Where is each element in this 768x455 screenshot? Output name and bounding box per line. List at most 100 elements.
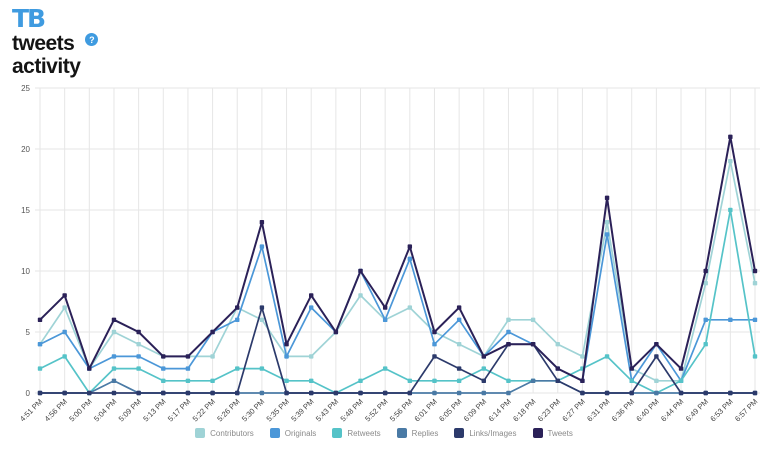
data-point-marker	[62, 293, 67, 298]
data-point-marker	[111, 329, 117, 335]
x-tick-label: 5:48 PM	[339, 397, 365, 423]
x-tick-label: 5:52 PM	[363, 397, 389, 423]
data-point-marker	[604, 232, 610, 237]
page-title-line2: activity	[12, 55, 81, 79]
data-point-marker	[407, 244, 413, 249]
data-point-marker	[432, 329, 437, 335]
y-axis-labels: 0 5 10 15 20 25	[21, 84, 30, 398]
legend-item-replies[interactable]: Replies	[396, 428, 439, 438]
data-point-marker	[210, 329, 215, 335]
data-point-marker	[703, 342, 708, 347]
legend-label: Contributors	[210, 428, 254, 438]
x-tick-label: 6:36 PM	[610, 397, 636, 423]
data-point-marker	[185, 390, 191, 396]
data-point-marker	[654, 342, 659, 347]
data-point-marker	[752, 268, 758, 274]
data-point-marker	[111, 390, 117, 396]
x-tick-label: 5:39 PM	[289, 397, 315, 423]
data-point-marker	[210, 378, 215, 383]
chart-legend: Contributors Originals Retweets Replies Link…	[0, 428, 768, 438]
header: TB tweets activity ?	[12, 4, 99, 79]
series-line	[40, 306, 755, 394]
data-point-marker	[456, 378, 462, 383]
x-tick-label: 6:44 PM	[659, 397, 685, 423]
x-tick-label: 5:00 PM	[67, 397, 93, 423]
x-tick-label: 6:01 PM	[413, 397, 439, 423]
data-point-marker	[506, 317, 511, 322]
legend-item-contributors[interactable]: Contributors	[195, 428, 254, 438]
data-point-marker	[456, 366, 462, 371]
data-point-marker	[654, 390, 659, 396]
data-point-marker	[62, 390, 67, 396]
data-point-marker	[752, 281, 758, 286]
data-point-marker	[752, 390, 758, 396]
data-point-marker	[555, 366, 560, 371]
data-point-marker	[37, 390, 43, 396]
data-point-marker	[382, 390, 388, 396]
x-tick-label: 5:09 PM	[117, 397, 143, 423]
data-point-marker	[37, 317, 43, 322]
legend-label: Originals	[284, 428, 317, 438]
data-point-marker	[284, 342, 289, 347]
data-point-marker	[309, 390, 314, 396]
legend-swatch	[532, 428, 543, 438]
legend-item-links-images[interactable]: Links/Images	[454, 428, 517, 438]
series-line	[39, 233, 755, 382]
data-point-marker	[259, 220, 265, 225]
data-point-marker	[580, 390, 585, 396]
data-point-marker	[161, 354, 166, 359]
x-tick-label: 6:40 PM	[634, 397, 660, 423]
x-tick-label: 5:13 PM	[141, 397, 167, 423]
data-point-marker	[111, 354, 117, 359]
data-point-marker	[506, 342, 511, 347]
data-point-marker	[161, 366, 166, 371]
data-point-marker	[728, 317, 733, 322]
data-point-marker	[703, 281, 708, 286]
series-tweets	[37, 134, 758, 383]
legend-item-tweets[interactable]: Tweets	[532, 428, 573, 438]
x-tick-label: 5:43 PM	[314, 397, 340, 423]
help-icon[interactable]: ?	[85, 33, 99, 46]
data-point-marker	[555, 342, 560, 347]
data-point-marker	[481, 354, 486, 359]
y-tick-label: 20	[21, 145, 30, 154]
data-point-marker	[678, 366, 684, 371]
data-point-marker	[235, 305, 240, 310]
data-point-marker	[456, 305, 462, 310]
data-point-marker	[358, 390, 363, 396]
x-tick-label: 5:22 PM	[191, 397, 217, 423]
data-point-marker	[210, 390, 215, 396]
data-point-marker	[333, 329, 339, 335]
x-tick-label: 5:35 PM	[265, 397, 291, 423]
data-point-marker	[654, 354, 659, 359]
data-point-marker	[555, 378, 560, 383]
legend-item-originals[interactable]: Originals	[269, 428, 317, 438]
data-point-marker	[111, 366, 117, 371]
legend-swatch	[269, 428, 280, 438]
legend-item-retweets[interactable]: Retweets	[332, 428, 381, 438]
x-tick-label: 4:51 PM	[18, 397, 44, 423]
data-point-marker	[136, 329, 141, 335]
legend-swatch	[195, 428, 206, 438]
x-tick-label: 6:57 PM	[733, 397, 759, 423]
data-point-marker	[678, 378, 684, 383]
data-point-marker	[506, 390, 511, 396]
x-tick-label: 6:23 PM	[536, 397, 562, 423]
data-point-marker	[161, 390, 166, 396]
tweetbinder-logo: TB	[12, 4, 46, 33]
data-point-marker	[309, 293, 314, 298]
data-point-marker	[654, 378, 659, 383]
data-point-marker	[136, 354, 141, 359]
data-point-marker	[432, 342, 437, 347]
data-point-marker	[210, 354, 215, 359]
data-point-marker	[382, 305, 388, 310]
x-axis-labels: 4:51 PM4:56 PM5:00 PM5:04 PM5:09 PM5:13 …	[18, 397, 759, 423]
data-point-marker	[62, 305, 67, 310]
data-point-marker	[752, 317, 758, 322]
data-point-marker	[481, 390, 486, 396]
data-point-marker	[62, 354, 67, 359]
legend-label: Replies	[411, 428, 439, 438]
data-point-marker	[87, 390, 92, 396]
data-point-marker	[62, 329, 67, 335]
